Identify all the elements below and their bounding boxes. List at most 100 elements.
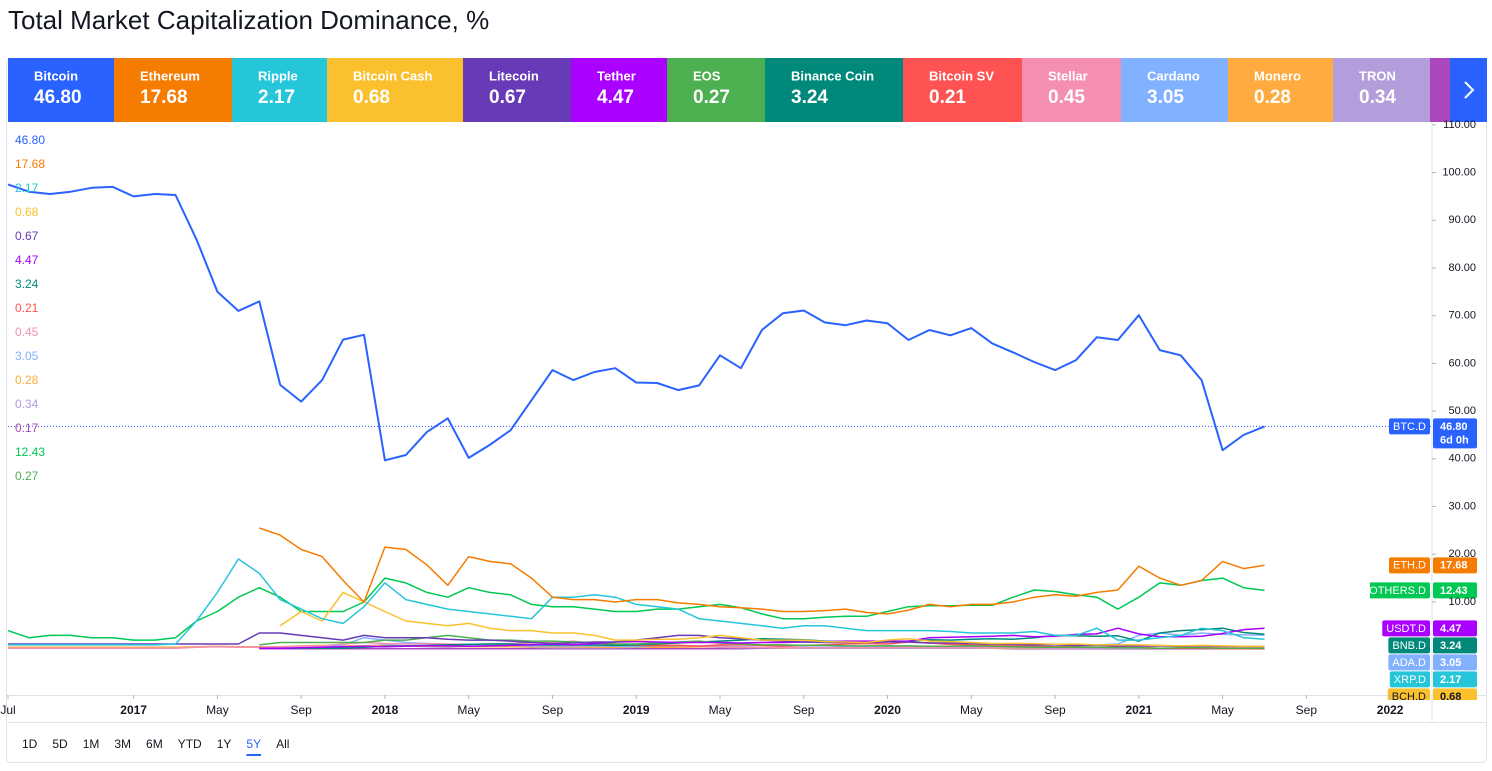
symbol-tile[interactable]: Litecoin 0.67	[463, 58, 571, 122]
legend-value: 0.67	[15, 229, 39, 243]
tile-name[interactable]: Bitcoin Cash	[353, 68, 433, 83]
symbol-tile[interactable]: Stellar 0.45	[1022, 58, 1121, 122]
range-button[interactable]: 5D	[52, 737, 68, 751]
range-button[interactable]: 3M	[114, 737, 131, 751]
badge-value-bg	[1433, 671, 1477, 688]
symbol-tile[interactable]: Bitcoin 46.80	[8, 58, 114, 122]
symbol-tile[interactable]	[1430, 58, 1450, 122]
legend-value: 0.27	[15, 469, 39, 483]
badge-ticker-bg	[1389, 418, 1430, 435]
range-button[interactable]: 1D	[22, 737, 38, 751]
x-tick-label: May	[709, 703, 732, 717]
tile-bg[interactable]	[903, 58, 1022, 122]
badge-ticker: USDT.D	[1386, 623, 1426, 635]
symbol-tile[interactable]: Ripple 2.17	[232, 58, 327, 122]
tile-bg[interactable]	[765, 58, 903, 122]
x-tick-label: 2018	[372, 703, 399, 717]
tile-name[interactable]: Binance Coin	[791, 68, 874, 83]
tile-name[interactable]: Monero	[1254, 68, 1301, 83]
tile-bg[interactable]	[232, 58, 327, 122]
tile-value[interactable]: 17.68	[140, 87, 188, 108]
range-button[interactable]: YTD	[178, 737, 202, 751]
x-tick-label: Sep	[542, 703, 564, 717]
range-button[interactable]: 6M	[146, 737, 163, 751]
tile-value[interactable]: 0.28	[1254, 87, 1291, 108]
x-tick-label: Sep	[1296, 703, 1318, 717]
legend-value: 0.34	[15, 397, 39, 411]
tile-value[interactable]: 3.24	[791, 87, 828, 108]
badge-ticker: ETH.D	[1393, 560, 1426, 572]
tile-value[interactable]: 0.34	[1359, 87, 1396, 108]
tile-value[interactable]: 3.05	[1147, 87, 1184, 108]
symbol-tile[interactable]: Bitcoin SV 0.21	[903, 58, 1022, 122]
tile-value[interactable]: 4.47	[597, 87, 634, 108]
symbol-tile[interactable]: Ethereum 17.68	[114, 58, 232, 122]
x-tick-label: May	[1211, 703, 1234, 717]
tile-name[interactable]: Litecoin	[489, 68, 539, 83]
tile-bg[interactable]	[1430, 58, 1450, 122]
series-line	[8, 558, 1265, 646]
range-button[interactable]: 1Y	[217, 737, 232, 751]
symbol-tile[interactable]: EOS 0.27	[667, 58, 765, 122]
range-button[interactable]: 5Y	[246, 737, 261, 751]
tile-bg[interactable]	[1121, 58, 1228, 122]
symbol-tile[interactable]: Monero 0.28	[1228, 58, 1333, 122]
badge-ticker-bg	[1382, 620, 1430, 637]
scroll-button[interactable]	[1450, 58, 1487, 122]
tile-name[interactable]: Bitcoin SV	[929, 68, 994, 83]
series-line	[8, 183, 1265, 462]
badge-value-bg	[1433, 637, 1477, 654]
badge-value: 46.80	[1440, 421, 1468, 433]
tile-value[interactable]: 0.21	[929, 87, 966, 108]
tile-name[interactable]: Cardano	[1147, 68, 1200, 83]
tile-value[interactable]: 0.68	[353, 87, 390, 108]
range-button[interactable]: All	[276, 737, 289, 751]
tile-name[interactable]: Stellar	[1048, 68, 1088, 83]
chart-title: Total Market Capitalization Dominance, %	[8, 5, 489, 35]
tile-bg[interactable]	[327, 58, 463, 122]
tile-bg[interactable]	[114, 58, 232, 122]
symbol-tile[interactable]: Cardano 3.05	[1121, 58, 1228, 122]
tile-value[interactable]: 0.27	[693, 87, 730, 108]
tile-name[interactable]: TRON	[1359, 68, 1396, 83]
badge-value-bg	[1433, 654, 1477, 671]
tile-name[interactable]: Bitcoin	[34, 68, 78, 83]
tile-value[interactable]: 46.80	[34, 87, 82, 108]
tile-bg[interactable]	[1022, 58, 1121, 122]
chevron-icon[interactable]	[1464, 81, 1475, 99]
tile-name[interactable]: EOS	[693, 68, 721, 83]
y-tick-label: 30.00	[1448, 500, 1476, 512]
y-tick-label: 90.00	[1448, 214, 1476, 226]
tile-bg[interactable]	[571, 58, 667, 122]
tile-value[interactable]: 0.45	[1048, 87, 1085, 108]
tile-name[interactable]: Ripple	[258, 68, 298, 83]
range-button[interactable]: 1M	[83, 737, 100, 751]
badge-value: 3.05	[1440, 657, 1461, 669]
series-line	[259, 527, 1265, 615]
x-tick-label: 2019	[623, 703, 650, 717]
y-tick-label: 110.00	[1443, 119, 1476, 131]
tile-bg[interactable]	[1228, 58, 1333, 122]
tile-value[interactable]: 0.67	[489, 87, 526, 108]
tile-bg[interactable]	[463, 58, 571, 122]
legend-value: 4.47	[15, 253, 39, 267]
badge-value-bg	[1433, 688, 1477, 700]
scroll-button-bg[interactable]	[1450, 58, 1487, 122]
badge-ticker-bg	[1389, 671, 1430, 688]
badge-ticker-bg	[1388, 654, 1430, 671]
tile-bg[interactable]	[1333, 58, 1430, 122]
badge-value-bg	[1433, 418, 1477, 449]
tile-value[interactable]: 2.17	[258, 87, 295, 108]
tile-bg[interactable]	[667, 58, 765, 122]
symbol-tile[interactable]: Bitcoin Cash 0.68	[327, 58, 463, 122]
symbol-tile[interactable]: Tether 4.47	[571, 58, 667, 122]
tile-name[interactable]: Tether	[597, 68, 636, 83]
widget-frame	[6, 58, 1487, 763]
badge-value: 17.68	[1440, 560, 1468, 572]
y-tick-label: 50.00	[1448, 405, 1476, 417]
symbol-tile[interactable]: Binance Coin 3.24	[765, 58, 903, 122]
tile-name[interactable]: Ethereum	[140, 68, 200, 83]
legend-value: 12.43	[15, 445, 45, 459]
tile-bg[interactable]	[8, 58, 114, 122]
symbol-tile[interactable]: TRON 0.34	[1333, 58, 1430, 122]
